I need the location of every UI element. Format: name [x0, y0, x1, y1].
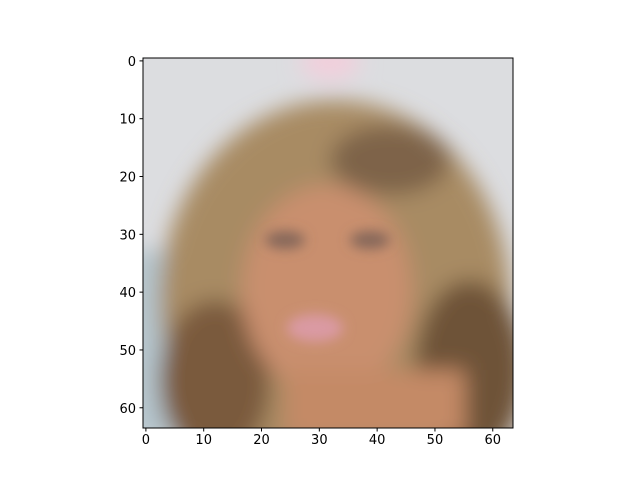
y-tick-label: 0: [128, 55, 136, 70]
x-tick-label: 50: [427, 433, 444, 448]
image: [143, 58, 513, 428]
y-tick-label: 30: [119, 228, 136, 243]
x-tick-label: 60: [484, 433, 501, 448]
x-tick-label: 30: [311, 433, 328, 448]
y-tick-label: 50: [119, 344, 136, 359]
x-tick-label: 0: [142, 433, 150, 448]
axes-frame: [142, 57, 514, 429]
x-tick-label: 40: [369, 433, 386, 448]
x-tick-label: 20: [253, 433, 270, 448]
y-tick-label: 20: [119, 171, 136, 186]
y-tick-label: 40: [119, 286, 136, 301]
y-tick-label: 60: [119, 402, 136, 417]
x-tick-label: 10: [195, 433, 212, 448]
y-tick-label: 10: [119, 113, 136, 128]
